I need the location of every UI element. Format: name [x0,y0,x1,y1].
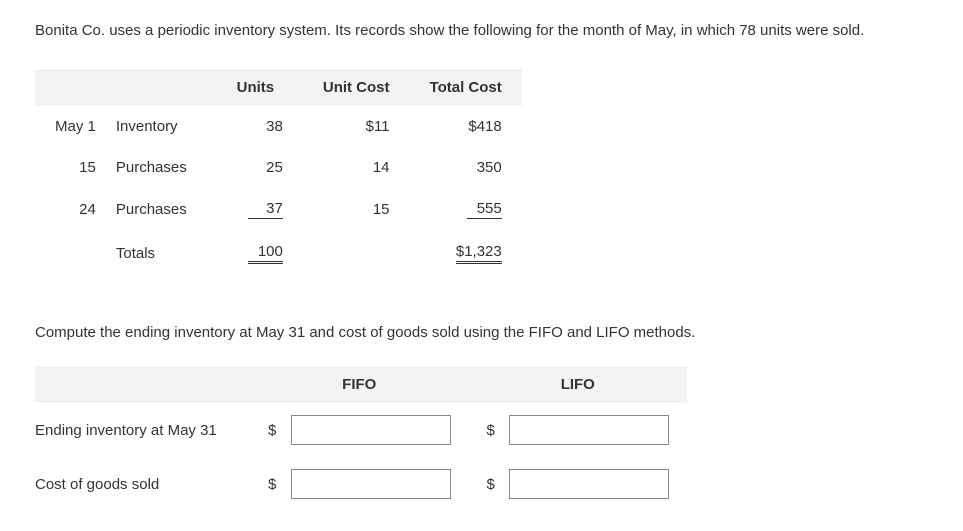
cell-total-cost: 555 [410,188,522,231]
answer-table: FIFO LIFO Ending inventory at May 31 $ $… [35,366,687,511]
cell-unit-cost: 14 [303,147,410,188]
cell-units: 37 [208,188,303,231]
problem-intro: Bonita Co. uses a periodic inventory sys… [35,20,928,41]
cell-units: 25 [208,147,303,188]
currency-symbol: $ [487,476,495,493]
answer-row: Ending inventory at May 31 $ $ [35,403,687,457]
table-row: 24 Purchases 37 15 555 [35,188,522,231]
fifo-ending-inv-input[interactable] [291,415,451,445]
table-row-totals: Totals 100 $1,323 [35,231,522,276]
lifo-cogs-input[interactable] [509,469,669,499]
cell-unit-cost [303,231,410,276]
cell-label: Purchases [108,188,208,231]
answer-row: Cost of goods sold $ $ [35,457,687,511]
lifo-ending-inv-input[interactable] [509,415,669,445]
cell-unit-cost: $11 [303,106,410,147]
row-label-cogs: Cost of goods sold [35,457,250,511]
col-lifo: LIFO [469,366,688,403]
table-row: 15 Purchases 25 14 350 [35,147,522,188]
answer-header-blank [35,366,250,403]
currency-symbol: $ [487,422,495,439]
row-label-ending-inv: Ending inventory at May 31 [35,403,250,457]
table-header-blank [35,69,208,106]
cell-unit-cost: 15 [303,188,410,231]
compute-instruction: Compute the ending inventory at May 31 a… [35,324,928,341]
cell-label: Purchases [108,147,208,188]
currency-symbol: $ [268,422,276,439]
col-total-cost: Total Cost [410,69,522,106]
cell-total-cost: 350 [410,147,522,188]
cell-label: Inventory [108,106,208,147]
cell-total-cost: $418 [410,106,522,147]
cell-date [35,231,108,276]
cell-units: 38 [208,106,303,147]
col-units: Units [208,69,303,106]
cell-label: Totals [108,231,208,276]
table-row: May 1 Inventory 38 $11 $418 [35,106,522,147]
inventory-table: Units Unit Cost Total Cost May 1 Invento… [35,69,522,276]
fifo-cogs-input[interactable] [291,469,451,499]
col-fifo: FIFO [250,366,469,403]
cell-date: May 1 [35,106,108,147]
currency-symbol: $ [268,476,276,493]
cell-date: 15 [35,147,108,188]
cell-total-cost: $1,323 [410,231,522,276]
col-unit-cost: Unit Cost [303,69,410,106]
cell-date: 24 [35,188,108,231]
cell-units: 100 [208,231,303,276]
